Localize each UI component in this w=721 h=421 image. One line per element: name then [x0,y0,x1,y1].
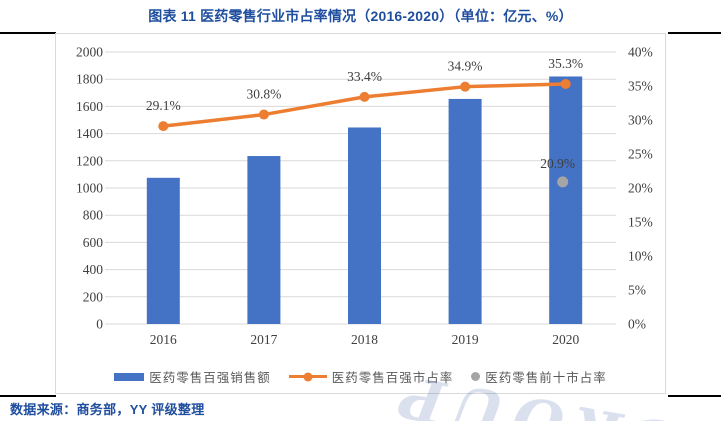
line-marker-2016 [158,121,169,132]
right-axis-tick-0: 0% [628,317,646,332]
x-axis-label-2017: 2017 [250,332,277,347]
line-marker-2020 [560,78,571,89]
right-axis-tick-10: 10% [628,249,653,264]
legend-line-dot-icon [303,372,313,381]
chart-legend: 医药零售百强销售额 医药零售百强市占率 医药零售前十市占率 [56,367,665,386]
left-axis-tick-200: 200 [83,289,104,304]
legend-item-top10-share: 医药零售前十市占率 [471,367,607,386]
legend-dot-swatch [471,372,481,381]
x-axis-label-2018: 2018 [351,332,378,347]
right-axis-tick-40: 40% [628,45,653,60]
right-axis-tick-15: 15% [628,215,653,230]
line-label-2016: 29.1% [146,98,181,113]
left-axis-tick-1400: 1400 [76,126,103,141]
left-axis-tick-1000: 1000 [76,181,103,196]
right-axis-tick-25: 25% [628,147,653,162]
right-axis-tick-35: 35% [628,79,653,94]
bar-2018 [348,127,381,324]
chart-container: 0 200 400 600 800 1000 1200 1400 1600 1800 2000 0% 5… [55,33,666,394]
legend-label-sales: 医药零售百强销售额 [149,371,271,385]
right-axis-tick-5: 5% [628,283,646,298]
top-rule-left [0,32,56,34]
left-axis-tick-0: 0 [96,317,103,332]
top-rule-right [668,32,721,34]
left-axis-tick-2000: 2000 [76,45,103,60]
right-axis-tick-30: 30% [628,113,653,128]
market-share-line [161,82,568,128]
scatter-label-2020: 20.9% [540,156,575,171]
bar-2019 [448,98,482,324]
line-label-2019: 34.9% [448,59,483,74]
legend-item-top100-share: 医药零售百强市占率 [288,367,454,386]
bottom-rule-right [668,395,721,397]
x-axis-label-2020: 2020 [552,332,579,347]
line-marker-2018 [359,91,370,102]
left-axis-tick-400: 400 [83,262,104,277]
x-axis-label-2019: 2019 [452,332,479,347]
bar-2020 [549,76,583,324]
legend-label-top100-share: 医药零售百强市占率 [331,371,454,385]
legend-bar-swatch [114,372,145,381]
legend-item-sales: 医药零售百强销售额 [114,367,271,386]
left-axis-tick-800: 800 [83,208,104,223]
combo-chart: 0 200 400 600 800 1000 1200 1400 1600 1800 2000 0% 5… [76,45,653,348]
bar-2017 [247,156,281,324]
scatter-point-2020 [557,176,569,188]
legend-label-top10-share: 医药零售前十市占率 [485,371,607,385]
line-label-2017: 30.8% [246,87,281,102]
legend-line-swatch [288,372,327,381]
line-label-2020: 35.3% [548,56,583,71]
figure-title: 图表 11 医药零售行业市占率情况（2016-2020）（单位：亿元、%） [148,8,573,24]
x-axis-label-2016: 2016 [150,332,177,347]
bottom-rule-left [0,395,56,397]
right-axis-tick-20: 20% [628,181,653,196]
line-marker-2017 [258,109,269,120]
line-label-2018: 33.4% [347,69,382,84]
line-marker-2019 [460,81,471,92]
left-axis-tick-600: 600 [83,235,104,250]
source-note: 数据来源：商务部，YY 评级整理 [10,402,205,417]
left-axis-tick-1600: 1600 [76,99,103,114]
left-axis-tick-1800: 1800 [76,72,103,87]
bar-2016 [146,177,180,324]
left-axis-tick-1200: 1200 [76,153,103,168]
